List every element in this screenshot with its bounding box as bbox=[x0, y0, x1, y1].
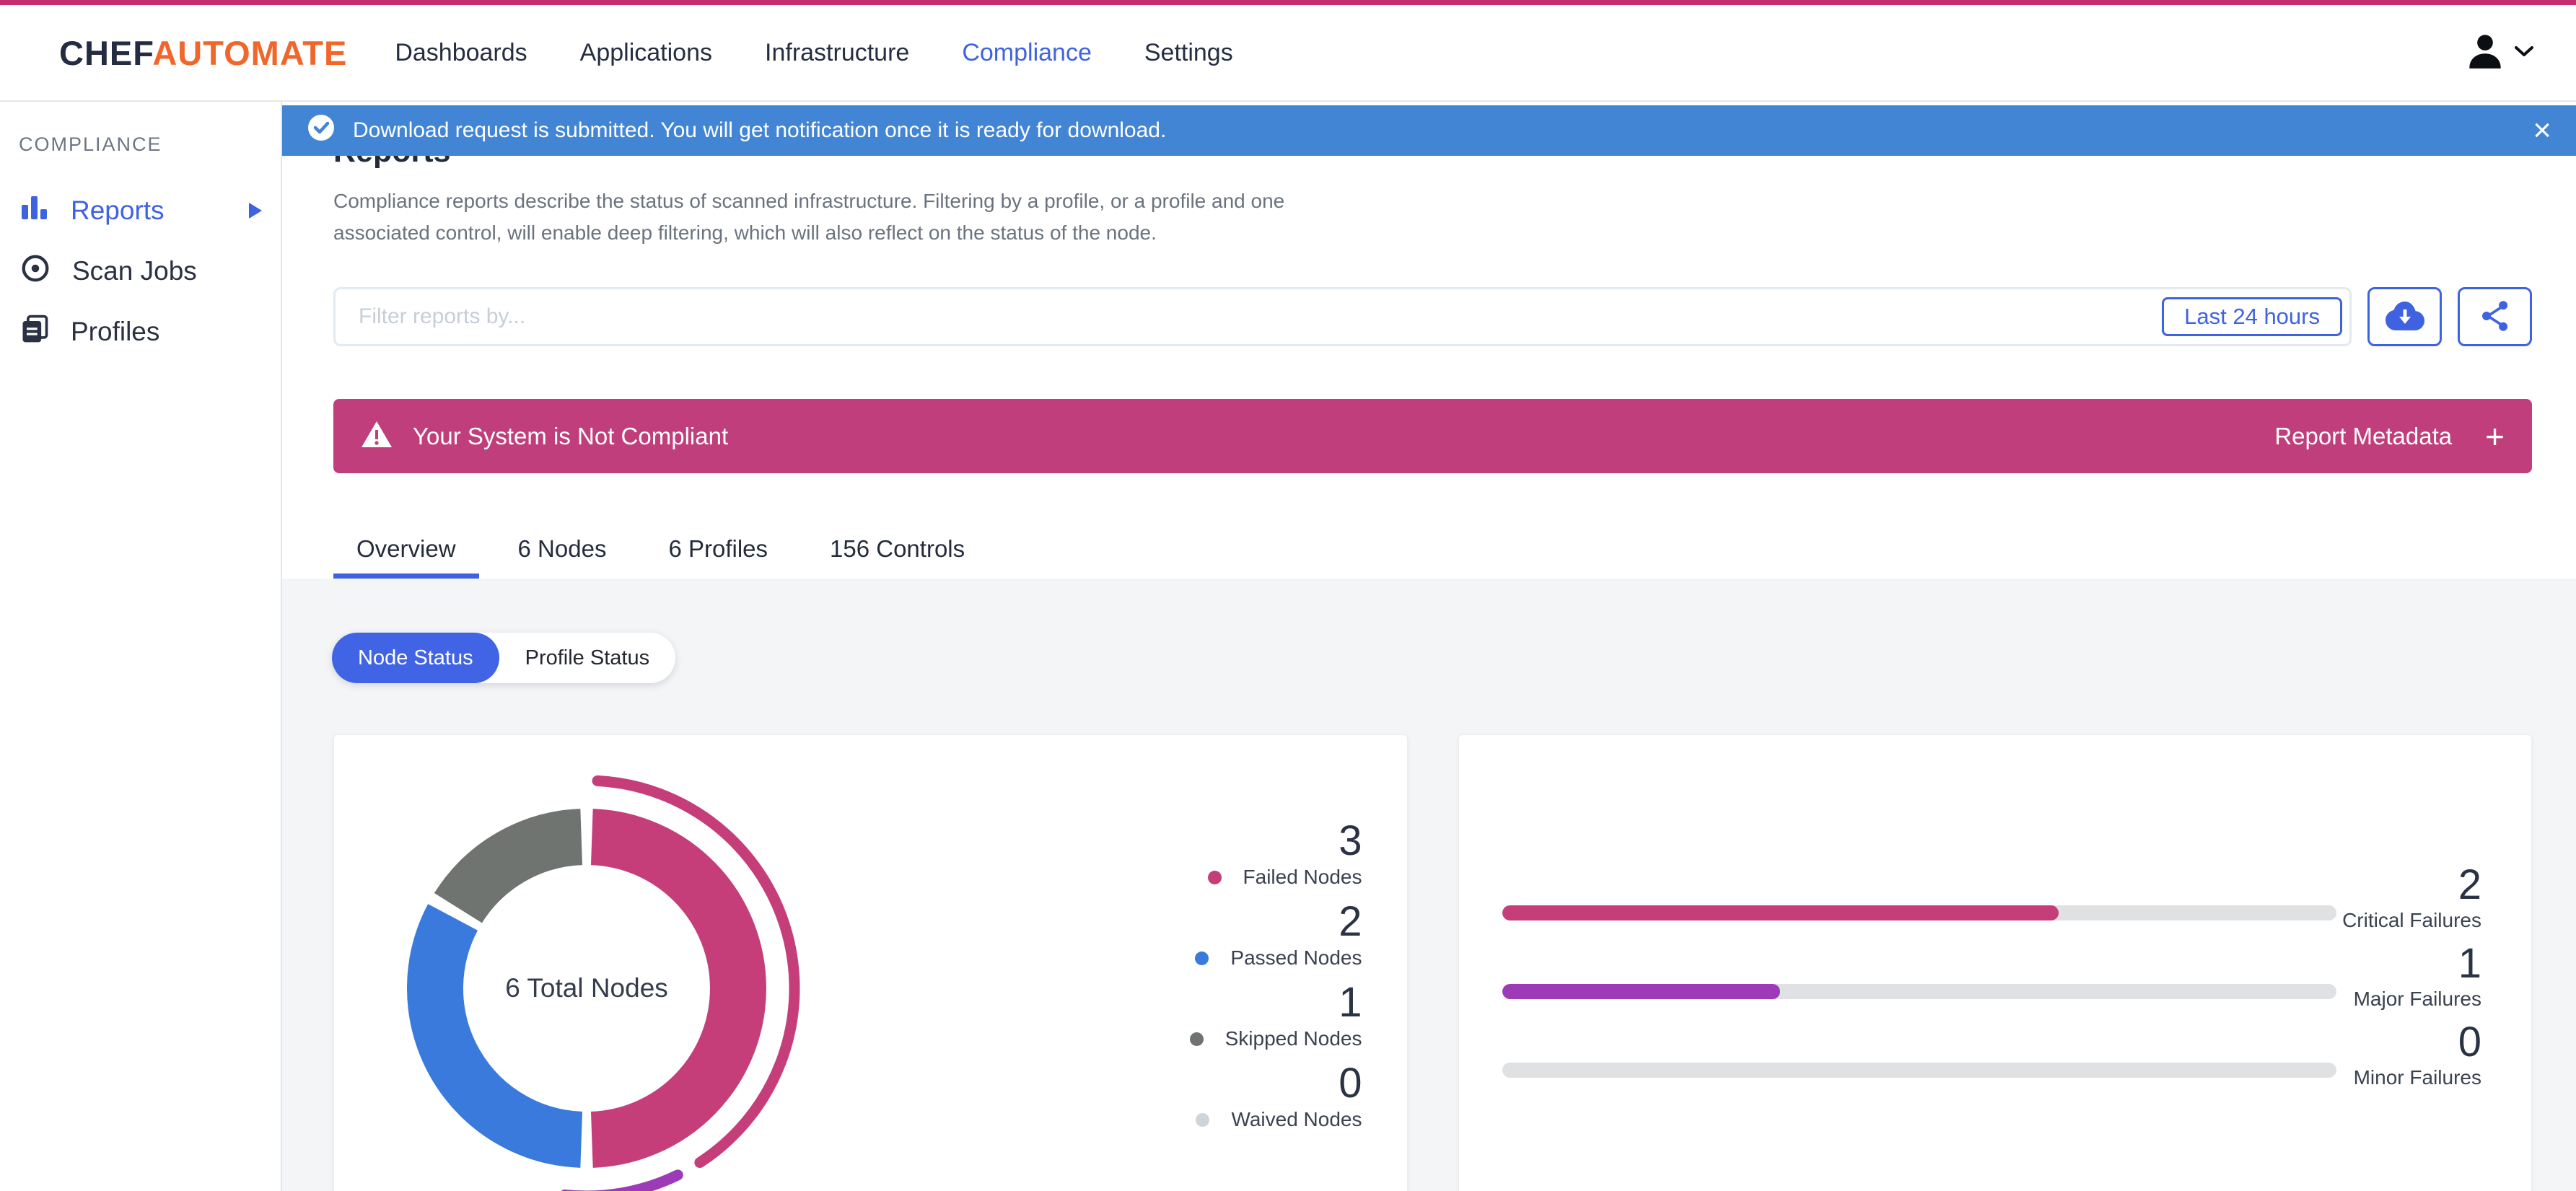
tab-controls[interactable]: 156 Controls bbox=[830, 535, 965, 562]
filter-toolbar: Last 24 hours bbox=[333, 287, 2532, 346]
legend-label: Waived Nodes bbox=[1231, 1108, 1362, 1130]
nav-item-settings[interactable]: Settings bbox=[1144, 38, 1233, 66]
expand-arrow-icon bbox=[249, 203, 262, 219]
node-status-pill[interactable]: Node Status bbox=[332, 633, 499, 683]
user-menu[interactable] bbox=[2466, 32, 2534, 74]
filter-bar: Last 24 hours bbox=[333, 287, 2352, 346]
tab-overview[interactable]: Overview bbox=[333, 524, 479, 579]
critical-failures-row: 2 Critical Failures bbox=[1502, 861, 2481, 933]
legend-item-passed: 2 Passed Nodes bbox=[1103, 901, 1362, 970]
legend-label: Skipped Nodes bbox=[1225, 1027, 1362, 1050]
skipped-dot-icon bbox=[1189, 1032, 1204, 1046]
compliance-sidebar: COMPLIANCE Reports Scan Jobs Profiles bbox=[0, 102, 282, 1191]
critical-failures-count: 2 bbox=[2458, 861, 2481, 908]
share-icon bbox=[2478, 299, 2513, 335]
failed-nodes-count: 3 bbox=[1339, 817, 1362, 864]
sidebar-item-reports[interactable]: Reports bbox=[0, 180, 281, 241]
check-circle-icon bbox=[307, 113, 336, 148]
skipped-nodes-count: 1 bbox=[1339, 979, 1362, 1026]
profile-status-pill[interactable]: Profile Status bbox=[499, 633, 675, 683]
node-status-card: 6 Total Nodes 3 Failed Nodes 2 bbox=[333, 734, 1408, 1191]
reports-page: Reports Compliance reports describe the … bbox=[282, 102, 2576, 1191]
sidebar-item-label: Profiles bbox=[71, 317, 160, 346]
sidebar-item-label: Reports bbox=[71, 195, 165, 225]
nav-item-dashboards[interactable]: Dashboards bbox=[395, 38, 527, 66]
minor-failures-count: 0 bbox=[2458, 1019, 2481, 1065]
donut-legend: 3 Failed Nodes 2 Passed Nodes bbox=[1103, 820, 1362, 1143]
major-failures-count: 1 bbox=[2458, 940, 2481, 987]
banner-close-button[interactable]: × bbox=[2533, 113, 2551, 148]
overview-cards: 6 Total Nodes 3 Failed Nodes 2 bbox=[333, 734, 2532, 1191]
brand-logo[interactable]: CHEFAUTOMATE bbox=[59, 33, 347, 73]
page-description: Compliance reports describe the status o… bbox=[333, 190, 1285, 244]
notification-banner: Download request is submitted. You will … bbox=[282, 105, 2576, 156]
sidebar-section-label: COMPLIANCE bbox=[19, 133, 162, 155]
nav-item-applications[interactable]: Applications bbox=[579, 38, 713, 66]
sidebar-item-label: Scan Jobs bbox=[72, 256, 197, 286]
critical-failures-bar bbox=[1502, 905, 2336, 920]
waived-dot-icon bbox=[1196, 1112, 1210, 1127]
major-failures-bar bbox=[1502, 984, 2336, 999]
brand-chef: CHEF bbox=[59, 33, 153, 72]
brand-automate: AUTOMATE bbox=[152, 33, 348, 72]
time-range-button[interactable]: Last 24 hours bbox=[2162, 297, 2342, 336]
download-report-button[interactable] bbox=[2367, 287, 2442, 346]
minor-failures-row: 0 Minor Failures bbox=[1502, 1019, 2481, 1090]
severity-label: Critical Failures bbox=[2342, 909, 2481, 931]
warning-triangle-icon bbox=[361, 420, 393, 452]
legend-label: Failed Nodes bbox=[1243, 866, 1362, 888]
legend-item-skipped: 1 Skipped Nodes bbox=[1103, 982, 1362, 1051]
bar-chart-icon bbox=[19, 192, 51, 230]
major-failures-row: 1 Major Failures bbox=[1502, 940, 2481, 1011]
banner-message: Download request is submitted. You will … bbox=[353, 118, 1167, 142]
failed-dot-icon bbox=[1207, 870, 1222, 884]
stacked-documents-icon bbox=[19, 313, 51, 351]
passed-nodes-count: 2 bbox=[1339, 898, 1362, 945]
tab-profiles[interactable]: 6 Profiles bbox=[668, 535, 768, 562]
alert-message: Your System is Not Compliant bbox=[413, 422, 729, 449]
waived-nodes-count: 0 bbox=[1339, 1060, 1362, 1107]
severity-card: 2 Critical Failures 1 Major Failures 0 bbox=[1458, 734, 2532, 1191]
severity-label: Major Failures bbox=[2353, 988, 2481, 1010]
primary-nav: Dashboards Applications Infrastructure C… bbox=[395, 39, 1232, 67]
severity-label: Minor Failures bbox=[2353, 1066, 2481, 1089]
report-metadata-label: Report Metadata bbox=[2274, 422, 2453, 449]
legend-item-waived: 0 Waived Nodes bbox=[1103, 1063, 1362, 1132]
nav-item-infrastructure[interactable]: Infrastructure bbox=[765, 38, 910, 66]
top-nav: CHEFAUTOMATE Dashboards Applications Inf… bbox=[0, 5, 2576, 102]
nav-item-compliance[interactable]: Compliance bbox=[962, 38, 1092, 66]
legend-label: Passed Nodes bbox=[1230, 946, 1362, 969]
user-icon bbox=[2466, 32, 2504, 74]
share-report-button[interactable] bbox=[2458, 287, 2532, 346]
cloud-download-icon bbox=[2385, 300, 2424, 334]
top-accent-bar bbox=[0, 0, 2576, 5]
passed-dot-icon bbox=[1195, 951, 1209, 965]
minor-failures-bar bbox=[1502, 1063, 2336, 1078]
chevron-down-icon bbox=[2514, 45, 2534, 61]
filter-reports-input[interactable] bbox=[359, 304, 2163, 329]
compliance-alert: Your System is Not Compliant Report Meta… bbox=[333, 399, 2532, 473]
node-status-donut: 6 Total Nodes bbox=[363, 765, 810, 1191]
tab-nodes[interactable]: 6 Nodes bbox=[517, 535, 607, 562]
report-metadata-toggle[interactable]: Report Metadata + bbox=[2274, 420, 2505, 453]
scan-target-icon bbox=[19, 252, 52, 291]
sidebar-item-profiles[interactable]: Profiles bbox=[0, 302, 281, 362]
sidebar-item-scan-jobs[interactable]: Scan Jobs bbox=[0, 241, 281, 302]
report-tabs: Overview 6 Nodes 6 Profiles 156 Controls bbox=[333, 524, 988, 579]
legend-item-failed: 3 Failed Nodes bbox=[1103, 820, 1362, 889]
donut-center-label: 6 Total Nodes bbox=[505, 973, 668, 1003]
status-toggle: Node Status Profile Status bbox=[332, 633, 676, 683]
plus-icon: + bbox=[2485, 417, 2505, 455]
